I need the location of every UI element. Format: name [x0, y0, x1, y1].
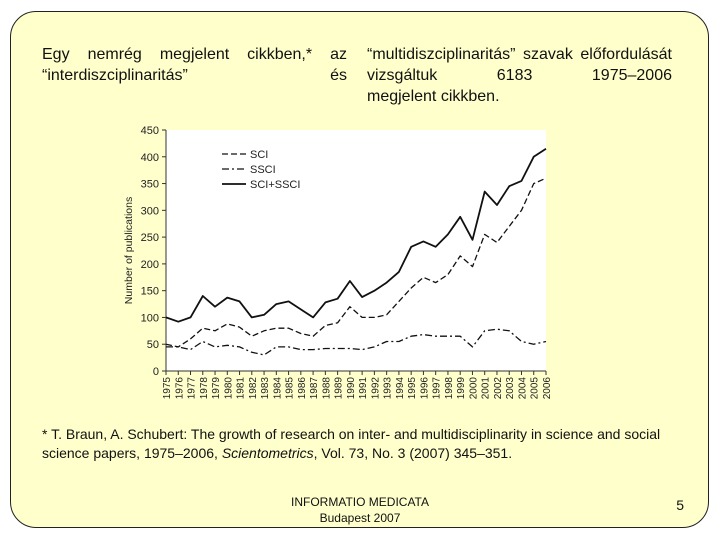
publications-chart: 0 50 100 150 200 250 300 350 400 450 Number of pub…	[108, 122, 552, 406]
x-tick-label: 1995	[407, 377, 418, 400]
y-tick-label: 150	[141, 286, 159, 298]
x-tick-label: 1996	[419, 377, 430, 400]
x-tick-label: 1997	[432, 377, 443, 400]
series-line-ssci	[166, 328, 547, 356]
series-line-sci	[165, 177, 547, 348]
x-tick-label: 1976	[174, 377, 185, 400]
x-tick-label: 1983	[260, 377, 271, 400]
x-tick-label: 1975	[162, 377, 173, 400]
x-tick-label: 1984	[272, 377, 283, 400]
x-tick-label: 2002	[493, 377, 504, 400]
y-axis-title: Number of publications	[123, 197, 135, 304]
x-tick-label: 2003	[505, 377, 516, 400]
x-tick-label: 1992	[370, 377, 381, 400]
x-tick-label: 1977	[187, 377, 198, 400]
y-tick-label: 200	[141, 259, 159, 271]
x-tick-label: 2004	[517, 377, 528, 400]
x-tick-label: 1980	[223, 377, 234, 400]
x-tick-label: 1989	[334, 377, 345, 400]
x-tick-label: 1991	[358, 377, 369, 400]
x-tick-label: 2000	[468, 377, 479, 400]
footer-location: Budapest 2007	[319, 511, 401, 525]
x-tick-label: 2006	[542, 377, 552, 400]
footer: INFORMATIO MEDICATA Budapest 2007	[0, 494, 720, 526]
footnote-citation: * T. Braun, A. Schubert: The growth of r…	[42, 426, 661, 461]
x-tick-label: 2005	[530, 377, 541, 400]
legend-label: SCI+SSCI	[250, 179, 300, 191]
y-tick-label: 300	[141, 205, 159, 217]
page-number: 5	[676, 497, 684, 513]
x-tick-label: 1979	[211, 377, 222, 400]
x-tick-label: 1985	[285, 377, 296, 400]
y-tick-label: 250	[141, 232, 159, 244]
intro-text-main: Egy nemrég megjelent cikkben,* az “inter…	[42, 46, 672, 84]
x-tick-label: 1999	[456, 377, 467, 400]
legend-label: SCI	[250, 149, 268, 161]
x-tick-label: 2001	[481, 377, 492, 400]
plot-area	[166, 130, 546, 371]
intro-text: Egy nemrég megjelent cikkben,* az “inter…	[42, 44, 672, 107]
y-tick-label: 400	[141, 152, 159, 164]
x-tick-label: 1978	[199, 377, 210, 400]
y-tick-label: 100	[141, 312, 159, 324]
x-tick-label: 1993	[383, 377, 394, 400]
x-tick-label: 1994	[395, 377, 406, 400]
x-tick-label: 1988	[321, 377, 332, 400]
y-tick-label: 350	[141, 179, 159, 191]
x-tick-label: 1981	[236, 377, 247, 400]
x-tick-label: 1998	[444, 377, 455, 400]
series-line-sci-ssci	[165, 147, 547, 323]
footer-conference: INFORMATIO MEDICATA	[291, 495, 429, 509]
x-tick-label: 1982	[248, 377, 259, 400]
line-chart-svg: 0 50 100 150 200 250 300 350 400 450 Number of pub…	[123, 125, 552, 400]
x-tick-label: 1986	[297, 377, 308, 400]
legend-label: SSCI	[250, 164, 276, 176]
y-tick-label: 0	[153, 366, 159, 378]
y-tick-label: 450	[141, 125, 159, 137]
footnote-journal: Scientometrics	[221, 445, 314, 461]
footnote-citation-end: , Vol. 73, No. 3 (2007) 345–351.	[313, 445, 513, 461]
intro-text-end: megjelent cikkben.	[367, 88, 500, 105]
y-tick-label: 50	[147, 339, 159, 351]
x-tick-label: 1987	[309, 377, 320, 400]
footnote: * T. Braun, A. Schubert: The growth of r…	[42, 425, 678, 463]
x-tick-label: 1990	[346, 377, 357, 400]
